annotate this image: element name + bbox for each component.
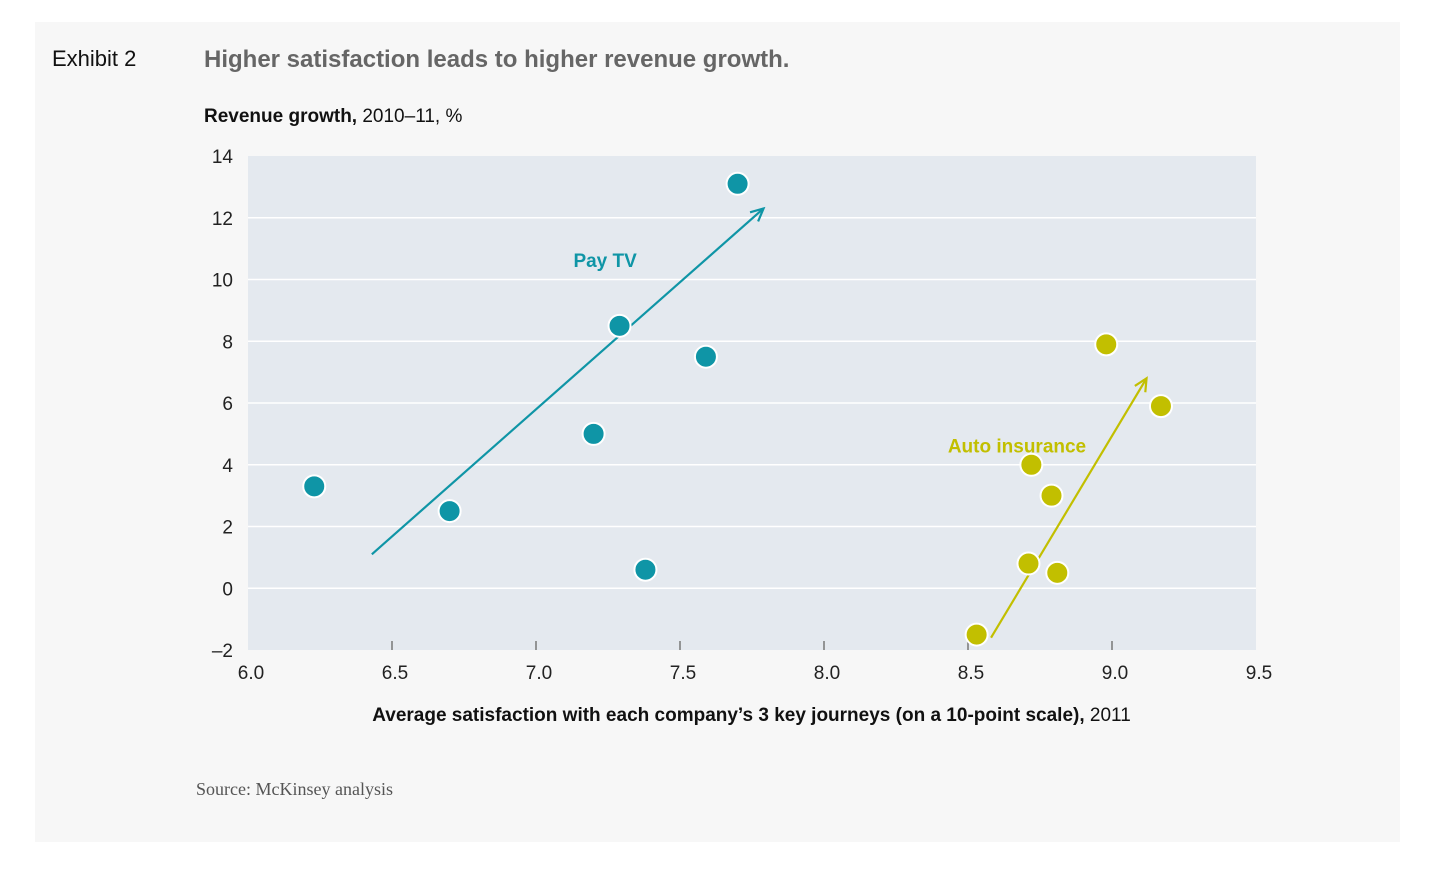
- series-label: Auto insurance: [948, 436, 1086, 457]
- chart-title: Higher satisfaction leads to higher reve…: [204, 46, 790, 73]
- x-tick-label: 9.5: [1246, 663, 1272, 684]
- x-axis-label-rest: 2011: [1084, 705, 1131, 726]
- data-point: [964, 622, 989, 647]
- arrowhead-icon: [1134, 376, 1148, 393]
- data-point: [302, 474, 327, 499]
- trend-arrow-line: [990, 377, 1148, 639]
- x-tick-label: 6.5: [382, 663, 408, 684]
- y-axis-label-rest: 2010–11, %: [357, 106, 463, 127]
- y-axis-label-bold: Revenue growth,: [204, 106, 358, 127]
- x-tick-label: 7.5: [670, 663, 696, 684]
- y-tick-label: 0: [222, 579, 233, 600]
- data-point: [607, 313, 632, 338]
- data-point: [1019, 452, 1044, 477]
- x-axis-label-bold: Average satisfaction with each company’s…: [372, 705, 1085, 726]
- data-point: [693, 344, 718, 369]
- trend-arrow-line: [371, 207, 765, 556]
- series-label: Pay TV: [573, 251, 637, 272]
- y-tick-label: 8: [222, 332, 233, 353]
- data-point: [1045, 560, 1070, 585]
- data-point: [633, 557, 658, 582]
- x-tick-label: 9.0: [1102, 663, 1128, 684]
- data-point: [1094, 332, 1119, 357]
- y-tick-label: –2: [212, 641, 233, 662]
- exhibit-label: Exhibit 2: [52, 46, 137, 71]
- x-tick-label: 8.0: [814, 663, 840, 684]
- data-point: [1148, 394, 1173, 419]
- y-tick-label: 10: [212, 271, 233, 292]
- source-note: Source: McKinsey analysis: [196, 779, 393, 799]
- x-tick-label: 6.0: [238, 663, 264, 684]
- data-point: [725, 171, 750, 196]
- data-point: [1016, 551, 1041, 576]
- x-tick-label: 8.5: [958, 663, 984, 684]
- y-tick-label: 6: [222, 394, 233, 415]
- y-tick-label: 14: [212, 147, 234, 168]
- data-point: [581, 421, 606, 446]
- data-point: [437, 499, 462, 524]
- data-point: [1039, 483, 1064, 508]
- y-tick-label: 4: [222, 456, 233, 477]
- x-tick-label: 7.0: [526, 663, 552, 684]
- y-axis-label: Revenue growth, 2010–11, %: [204, 106, 462, 128]
- x-axis-label: Average satisfaction with each company’s…: [247, 705, 1256, 727]
- y-tick-label: 2: [222, 518, 233, 539]
- y-tick-label: 12: [212, 209, 233, 230]
- arrowhead-icon: [749, 206, 766, 222]
